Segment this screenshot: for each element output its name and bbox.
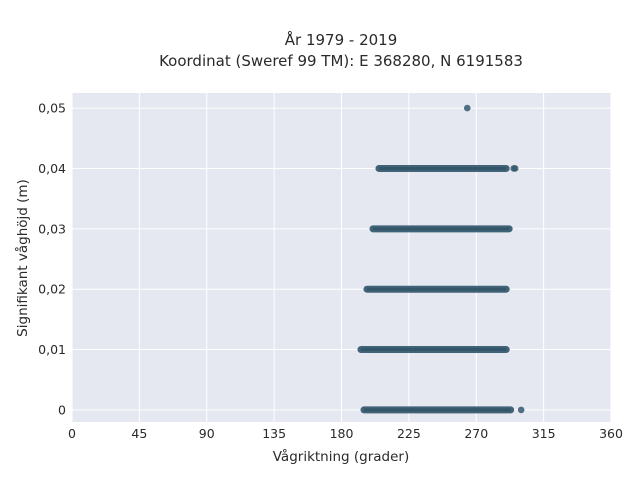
scatter-band [360,406,525,414]
y-tick-label: 0,04 [38,161,66,176]
x-tick-label: 90 [199,426,215,441]
scatter-band [375,164,519,172]
x-axis-label: Vågriktning (grader) [273,448,410,465]
x-tick-labels: 0 45 90 135 180 225 270 315 360 [68,426,623,441]
scatter-point [517,406,525,414]
chart-title: År 1979 - 2019 [285,30,398,49]
y-tick-label: 0,02 [38,282,66,297]
data-points [357,104,525,414]
x-tick-label: 180 [330,426,354,441]
x-tick-label: 135 [262,426,286,441]
x-tick-label: 0 [68,426,76,441]
chart-subtitle: Koordinat (Sweref 99 TM): E 368280, N 61… [159,52,523,70]
scatter-point [511,165,519,172]
x-tick-label: 45 [131,426,147,441]
x-tick-label: 270 [464,426,488,441]
x-tick-label: 315 [532,426,556,441]
scatter-point [463,104,471,112]
y-tick-label: 0 [58,402,66,417]
y-tick-label: 0,01 [38,342,66,357]
y-tick-labels: 0 0,01 0,02 0,03 0,04 0,05 [38,101,66,418]
y-axis-label: Signifikant våghöjd (m) [14,179,31,337]
x-tick-label: 225 [397,426,421,441]
x-tick-label: 360 [599,426,623,441]
y-tick-label: 0,05 [38,101,66,116]
scatter-band [463,104,471,112]
y-tick-label: 0,03 [38,221,66,236]
